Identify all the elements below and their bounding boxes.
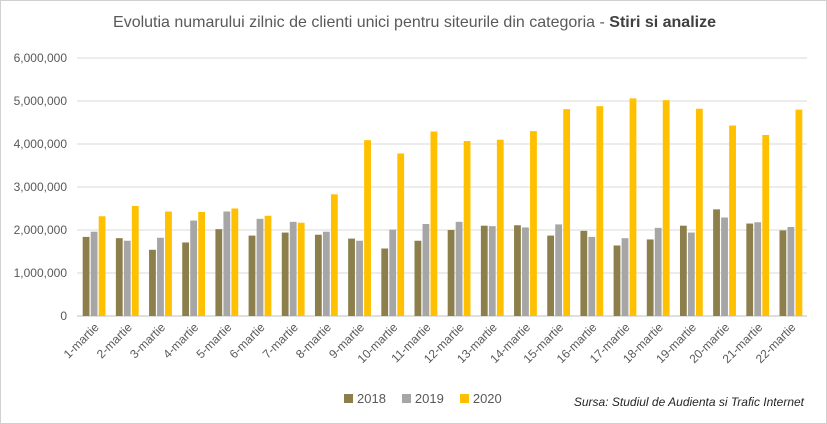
bar-2020 [530,131,537,316]
bar-2020 [629,98,637,316]
bar-2020 [397,153,405,316]
bar-2018 [82,236,90,316]
bar-2018 [580,230,588,316]
legend-label-2020: 2020 [472,391,502,406]
legend-swatch-2019 [401,394,411,403]
bar-2019 [488,226,496,316]
bar-2019 [555,224,563,316]
bar-2020 [596,106,604,316]
bar-2020 [563,109,571,316]
chart-title-main: Evolutia numarului zilnic de clienti uni… [113,14,596,31]
bar-2019 [787,226,795,316]
y-tick-label: 5,000,000 [14,94,68,108]
bar-2020 [496,139,504,316]
bar-2019 [687,232,695,316]
bar-2018 [646,239,654,316]
x-tick-label: 1-martie [61,320,102,361]
bar-2020 [364,140,371,316]
bar-2019 [223,211,231,316]
x-tick-label: 8-martie [293,320,334,361]
chart-title-category: Stiri si analize [609,14,716,31]
bar-2019 [721,217,728,316]
legend-item-2020: 2020 [459,391,502,406]
bar-2019 [356,240,363,316]
chart-title: Evolutia numarului zilnic de clienti uni… [1,14,826,32]
bar-2018 [314,234,322,316]
bar-2019 [157,237,164,316]
bar-2018 [547,235,555,316]
legend-swatch-2018 [344,394,353,403]
bar-2018 [480,225,488,316]
bar-2018 [514,225,521,316]
bar-2018 [414,240,422,316]
bar-2020 [729,125,736,316]
chart-title-separator: - [595,14,610,31]
bar-2019 [256,218,264,316]
bar-2018 [182,242,190,316]
bar-2020 [662,100,670,316]
x-tick-label: 5-martie [193,320,234,361]
bar-2020 [795,109,803,316]
y-tick-label: 2,000,000 [14,223,68,237]
legend-swatch-2020 [459,394,469,403]
y-tick-label: 3,000,000 [14,180,68,194]
bar-2020 [330,194,338,316]
x-tick-label: 7-martie [260,320,301,361]
legend-label-2019: 2019 [414,391,444,406]
bar-2020 [165,211,172,316]
y-tick-label: 4,000,000 [14,137,68,151]
x-tick-label: 4-martie [160,320,201,361]
bar-2019 [389,229,397,316]
bar-2020 [231,208,239,316]
legend-item-2018: 2018 [344,391,386,406]
bar-2018 [613,245,621,316]
bar-2018 [115,238,123,316]
bar-2018 [248,235,256,316]
source-note: Sursa: Studiul de Audienta si Trafic Int… [573,395,804,409]
x-tick-label: 3-martie [127,320,168,361]
bar-2020 [762,134,770,316]
y-tick-label: 6,000,000 [14,51,68,65]
bar-2019 [289,221,297,316]
bar-2018 [713,209,720,316]
bar-2019 [654,227,662,316]
bar-2018 [447,230,455,316]
bar-2019 [123,240,131,316]
bar-2018 [348,238,355,316]
bar-2020 [430,131,438,316]
bar-2018 [381,248,389,316]
bar-2019 [422,223,430,316]
bar-2018 [746,223,754,316]
bar-2020 [98,216,106,316]
bar-2020 [198,211,206,316]
bar-2018 [779,230,787,316]
x-tick-label: 6-martie [227,320,268,361]
bar-2019 [754,222,762,316]
bar-2020 [131,205,139,316]
bar-2018 [281,232,289,316]
bar-2019 [190,220,198,316]
legend-item-2019: 2019 [401,391,444,406]
bar-2019 [322,231,330,316]
bar-2019 [90,231,98,316]
y-tick-label: 1,000,000 [14,266,68,280]
bar-2018 [149,249,156,316]
bar-2019 [588,236,596,316]
bar-2020 [297,222,305,316]
bar-2018 [215,229,223,316]
bar-2020 [463,140,471,316]
bar-2019 [621,238,629,316]
bar-2018 [679,225,687,316]
bar-2019 [522,227,529,316]
legend-label-2018: 2018 [357,391,386,406]
bar-2019 [455,221,463,316]
y-tick-label: 0 [60,309,67,323]
bar-2020 [264,215,272,316]
x-tick-label: 2-martie [94,320,135,361]
chart-legend: 2018 2019 2020 [344,391,502,406]
bar-2020 [695,108,703,317]
